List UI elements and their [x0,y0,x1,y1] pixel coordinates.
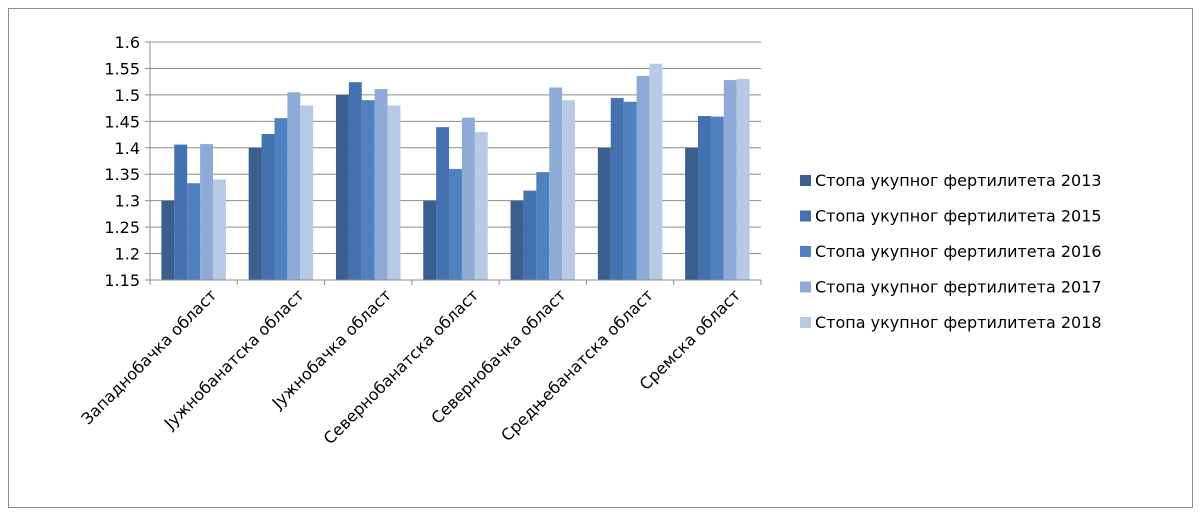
legend-swatch [800,175,811,186]
legend: Стопа укупног фертилитета 2013 Стопа укуп… [800,171,1102,332]
y-tick-label: 1.3 [115,192,140,211]
bar [636,75,650,280]
y-tick-label: 1.25 [104,218,140,237]
bar [461,117,475,281]
bars [161,63,750,281]
x-category-label: Севернобанатска област [320,285,483,448]
bar [510,200,524,280]
y-tick-label: 1.15 [104,271,140,290]
y-tick-label: 1.35 [104,165,140,184]
y-tick-label: 1.2 [115,245,140,264]
bar [248,147,262,280]
bar [274,118,288,280]
bar [736,79,750,281]
bar [423,200,437,280]
legend-swatch [800,210,811,222]
bar [474,131,488,280]
bar [449,168,462,280]
bar [597,147,611,280]
bar [200,144,213,280]
legend-label: Стопа укупног фертилитета 2017 [815,278,1102,297]
y-tick-label: 1.55 [104,59,140,78]
y-tick-label: 1.5 [115,86,140,105]
legend-label: Стопа укупног фертилитета 2016 [815,242,1102,261]
bar [562,100,576,280]
legend-swatch [800,317,811,328]
bar [387,105,401,280]
y-tick-label: 1.45 [104,112,140,131]
bar [374,89,388,281]
bar [361,100,375,280]
legend-swatch [800,246,811,257]
bar [161,200,175,280]
bar [261,134,275,280]
bar [212,179,226,280]
y-tick-label: 1.6 [115,33,140,52]
bar [348,82,362,280]
axes [145,41,762,285]
legend-label: Стопа укупног фертилитета 2018 [815,313,1102,332]
bar [436,127,450,280]
x-category-label: Јужнобанатска област [160,285,308,433]
legend-label: Стопа укупног фертилитета 2013 [815,171,1102,190]
y-tick-labels: 1.6 1.55 1.5 1.45 1.4 1.35 1.3 1.25 1.2 1.15 [104,33,140,290]
bar [685,147,699,280]
y-tick-label: 1.4 [115,139,140,158]
legend-label: Стопа укупног фертилитета 2015 [815,207,1102,226]
legend-swatch [800,281,811,293]
bar [649,63,663,280]
bar [710,116,724,280]
bar [300,105,314,280]
bar [723,80,737,280]
bar [174,144,188,280]
bar [536,172,550,280]
x-category-label: Средњебанатска област [497,285,657,445]
bar [523,190,537,280]
bar [610,98,624,280]
bar [549,87,563,281]
bar [623,101,637,281]
bar [187,183,201,280]
bar [287,92,301,280]
bar [698,116,711,281]
bar [335,94,349,280]
